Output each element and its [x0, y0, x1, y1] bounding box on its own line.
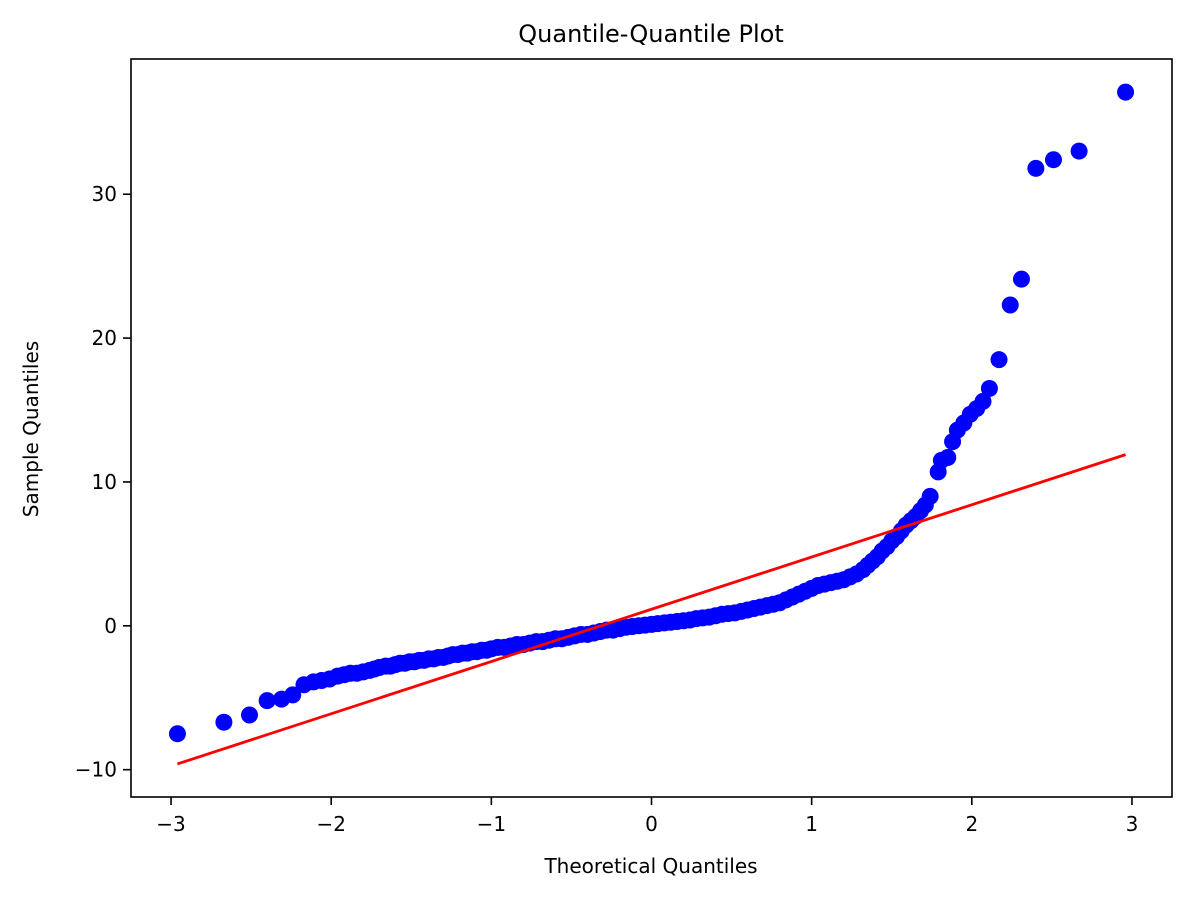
scatter-point — [1012, 270, 1030, 288]
x-tick-label: 2 — [965, 812, 978, 836]
scatter-point — [990, 351, 1008, 369]
y-tick-label: 10 — [92, 470, 117, 494]
x-axis-ticks: −3 −2 −1 0 1 2 3 — [156, 797, 1138, 836]
reference-line-layer — [177, 453, 1126, 766]
plot-frame — [130, 58, 1173, 798]
reference-line — [177, 453, 1126, 766]
scatter-point — [1001, 296, 1019, 314]
scatter-point — [1044, 151, 1062, 169]
scatter-point — [1070, 142, 1088, 160]
y-axis-ticks: −10 0 10 20 30 — [75, 182, 131, 782]
scatter-points — [168, 83, 1135, 743]
scatter-point — [241, 706, 259, 724]
scatter-point — [258, 692, 276, 710]
x-tick-label: 1 — [805, 812, 818, 836]
x-tick-label: −2 — [316, 812, 345, 836]
x-axis-label: Theoretical Quantiles — [543, 854, 757, 878]
x-tick-label: −3 — [156, 812, 185, 836]
x-tick-label: 0 — [645, 812, 658, 836]
x-tick-label: −1 — [477, 812, 506, 836]
scatter-point — [939, 448, 957, 466]
y-tick-label: 30 — [92, 182, 117, 206]
chart-title: Quantile-Quantile Plot — [518, 20, 783, 48]
x-tick-label: 3 — [1126, 812, 1139, 836]
scatter-point — [974, 392, 992, 410]
y-axis-label: Sample Quantiles — [19, 341, 43, 517]
scatter-point — [1117, 83, 1135, 101]
y-tick-label: 20 — [92, 326, 117, 350]
y-tick-label: 0 — [104, 614, 117, 638]
scatter-point — [215, 713, 233, 731]
y-tick-label: −10 — [75, 758, 117, 782]
scatter-point — [1027, 159, 1045, 177]
scatter-point — [168, 725, 186, 743]
scatter-point — [284, 686, 302, 704]
plot-area — [130, 58, 1173, 798]
scatter-point — [921, 487, 939, 505]
scatter-point — [980, 379, 998, 397]
